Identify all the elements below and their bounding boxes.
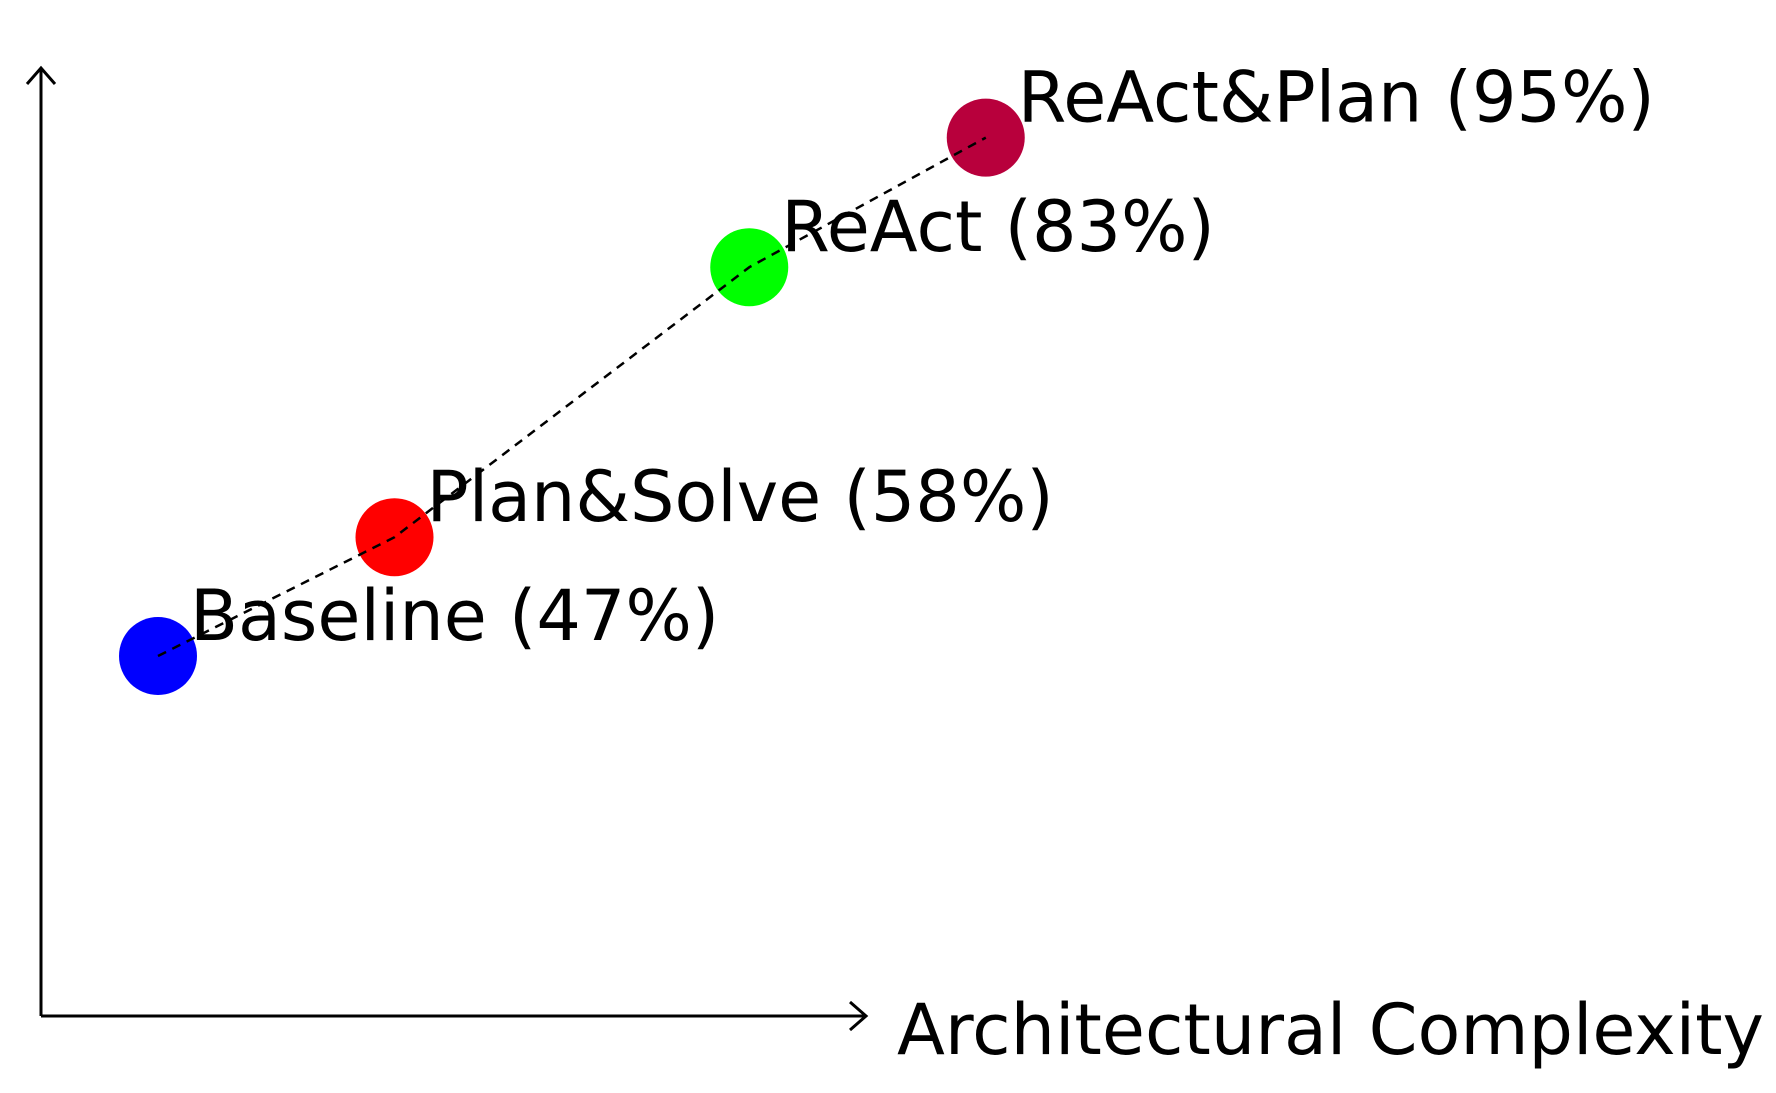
dashed-trend-line [157,136,987,658]
data-label-3: ReAct (83%) [781,186,1215,268]
data-label-4: ReAct&Plan (95%) [1018,57,1655,139]
y-axis [25,65,57,1016]
labels-layer: Baseline (47%) Plan&Solve (58%) ReAct (83%… [190,57,1655,657]
x-axis-label: Architectural Complexity [897,989,1764,1071]
data-label-2: Plan&Solve (58%) [427,456,1054,538]
data-label-1: Baseline (47%) [190,575,719,657]
x-axis [41,1000,869,1032]
